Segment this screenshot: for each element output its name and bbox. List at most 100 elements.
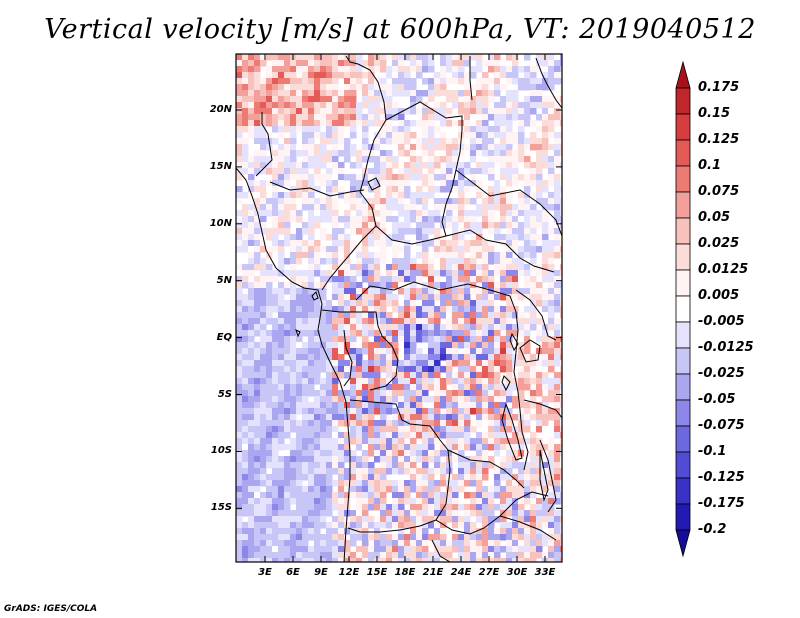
field-cell — [518, 552, 525, 559]
field-cell — [398, 204, 405, 211]
field-cell — [458, 396, 465, 403]
field-cell — [290, 396, 297, 403]
field-cell — [506, 192, 513, 199]
field-cell — [518, 66, 525, 73]
field-cell — [530, 252, 537, 259]
field-cell — [416, 426, 423, 433]
field-cell — [260, 540, 267, 547]
field-cell — [254, 60, 261, 67]
field-cell — [260, 144, 267, 151]
field-cell — [410, 210, 417, 217]
field-cell — [518, 276, 525, 283]
field-cell — [278, 192, 285, 199]
field-cell — [344, 468, 351, 475]
field-cell — [476, 516, 483, 523]
field-cell — [452, 384, 459, 391]
field-cell — [512, 180, 519, 187]
field-cell — [350, 414, 357, 421]
field-cell — [254, 300, 261, 307]
field-cell — [458, 522, 465, 529]
field-cell — [350, 282, 357, 289]
field-cell — [368, 396, 375, 403]
field-cell — [416, 474, 423, 481]
field-cell — [554, 282, 561, 289]
field-cell — [434, 90, 441, 97]
field-cell — [548, 366, 555, 373]
field-cell — [254, 408, 261, 415]
field-cell — [314, 522, 321, 529]
field-cell — [290, 324, 297, 331]
field-cell — [386, 504, 393, 511]
field-cell — [392, 462, 399, 469]
field-cell — [494, 444, 501, 451]
field-cell — [554, 192, 561, 199]
field-cell — [422, 390, 429, 397]
field-cell — [416, 492, 423, 499]
field-cell — [398, 396, 405, 403]
field-cell — [296, 552, 303, 559]
field-cell — [386, 486, 393, 493]
field-cell — [242, 336, 249, 343]
field-cell — [272, 516, 279, 523]
field-cell — [512, 246, 519, 253]
field-cell — [440, 282, 447, 289]
field-cell — [242, 510, 249, 517]
field-cell — [296, 540, 303, 547]
field-cell — [440, 354, 447, 361]
field-cell — [488, 414, 495, 421]
field-cell — [374, 366, 381, 373]
field-cell — [278, 522, 285, 529]
field-cell — [488, 360, 495, 367]
field-cell — [434, 306, 441, 313]
field-cell — [350, 150, 357, 157]
field-cell — [254, 264, 261, 271]
field-cell — [560, 396, 562, 403]
field-cell — [446, 216, 453, 223]
field-cell — [368, 462, 375, 469]
field-cell — [470, 222, 477, 229]
field-cell — [494, 264, 501, 271]
field-cell — [248, 474, 255, 481]
field-cell — [332, 186, 339, 193]
field-cell — [362, 498, 369, 505]
field-cell — [410, 522, 417, 529]
field-cell — [356, 546, 363, 553]
field-cell — [356, 402, 363, 409]
field-cell — [368, 438, 375, 445]
field-cell — [542, 84, 549, 91]
field-cell — [308, 522, 315, 529]
field-cell — [422, 462, 429, 469]
field-cell — [272, 270, 279, 277]
field-cell — [446, 270, 453, 277]
field-cell — [362, 258, 369, 265]
colorbar-label: 0.175 — [698, 80, 740, 95]
field-cell — [260, 510, 267, 517]
field-cell — [284, 234, 291, 241]
field-cell — [542, 138, 549, 145]
field-cell — [458, 198, 465, 205]
field-cell — [428, 114, 435, 121]
field-cell — [386, 510, 393, 517]
field-cell — [482, 330, 489, 337]
field-cell — [314, 438, 321, 445]
field-cell — [314, 162, 321, 169]
field-cell — [260, 258, 267, 265]
field-cell — [404, 78, 411, 85]
field-cell — [548, 204, 555, 211]
field-cell — [512, 270, 519, 277]
field-cell — [416, 504, 423, 511]
field-cell — [560, 66, 562, 73]
field-cell — [356, 222, 363, 229]
field-cell — [332, 300, 339, 307]
field-cell — [428, 60, 435, 67]
field-cell — [368, 264, 375, 271]
field-cell — [452, 426, 459, 433]
field-cell — [476, 264, 483, 271]
field-cell — [290, 120, 297, 127]
field-cell — [422, 540, 429, 547]
field-cell — [260, 90, 267, 97]
field-cell — [548, 270, 555, 277]
field-cell — [470, 246, 477, 253]
field-cell — [266, 276, 273, 283]
field-cell — [332, 288, 339, 295]
